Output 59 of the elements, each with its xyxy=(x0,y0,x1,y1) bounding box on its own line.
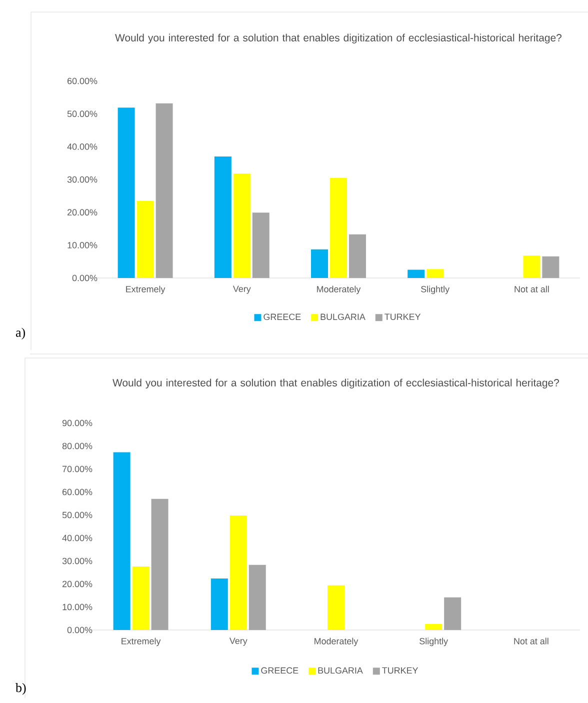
bar xyxy=(136,200,154,278)
text: b) xyxy=(15,683,26,695)
x-tick-label: Very xyxy=(232,286,251,294)
bar xyxy=(444,597,461,630)
x-tick-label: Very xyxy=(229,638,248,646)
legend-label: GREECE xyxy=(264,314,301,320)
bar xyxy=(327,585,344,630)
bar xyxy=(210,578,228,630)
x-tick-label: Slightly xyxy=(420,286,450,294)
bar xyxy=(330,178,347,278)
bar xyxy=(348,234,366,278)
bar xyxy=(408,270,425,278)
y-tick-label: 50.00% xyxy=(62,512,92,518)
y-tick-label: 20.00% xyxy=(67,209,98,216)
bar xyxy=(230,515,247,630)
x-tick-label: Moderately xyxy=(314,638,358,646)
legend-label: GREECE xyxy=(261,667,298,674)
y-tick-label: 70.00% xyxy=(62,466,92,472)
y-tick-label: 0.00% xyxy=(67,626,92,634)
text: a) xyxy=(16,328,25,340)
bar xyxy=(118,108,135,278)
y-tick-label: 50.00% xyxy=(67,110,98,118)
bar xyxy=(310,249,328,278)
y-tick-label: 80.00% xyxy=(62,442,92,450)
x-tick-label: Moderately xyxy=(316,286,361,294)
legend-label: BULGARIA xyxy=(320,314,366,320)
y-tick-label: 30.00% xyxy=(62,558,92,564)
y-tick-label: 40.00% xyxy=(62,534,92,542)
y-tick-label: 30.00% xyxy=(67,176,98,183)
y-tick-label: 60.00% xyxy=(62,488,92,496)
legend-label: BULGARIA xyxy=(318,667,363,674)
bar xyxy=(252,212,270,278)
legend-label: TURKEY xyxy=(384,314,420,320)
bar xyxy=(214,156,232,278)
bar xyxy=(113,452,130,630)
x-tick-label: Extremely xyxy=(126,286,166,294)
bar xyxy=(248,564,266,630)
y-tick-label: 0.00% xyxy=(72,274,98,282)
bar xyxy=(151,498,168,630)
bar xyxy=(425,624,442,630)
y-tick-label: 40.00% xyxy=(67,143,98,150)
bar xyxy=(542,256,560,278)
bar xyxy=(523,256,540,278)
x-tick-label: Extremely xyxy=(122,638,161,646)
chart-title: Would you interested for a solution that enables digitization of ecclesiastical-historical heritage? xyxy=(114,34,562,44)
legend-label: TURKEY xyxy=(382,667,418,674)
y-tick-label: 90.00% xyxy=(62,420,92,426)
chart-title: Would you interested for a solution that enables digitization of ecclesiastical-historical heritage? xyxy=(112,378,559,389)
x-tick-label: Not at all xyxy=(514,638,548,644)
y-tick-label: 10.00% xyxy=(62,604,92,610)
y-tick-label: 60.00% xyxy=(67,78,98,84)
bar xyxy=(132,566,150,630)
bar xyxy=(233,174,250,278)
y-tick-label: 10.00% xyxy=(68,242,98,248)
x-tick-label: Not at all xyxy=(514,286,549,292)
y-tick-label: 20.00% xyxy=(62,580,92,588)
x-tick-label: Slightly xyxy=(419,638,448,646)
bar xyxy=(426,269,444,278)
bar xyxy=(156,103,173,278)
